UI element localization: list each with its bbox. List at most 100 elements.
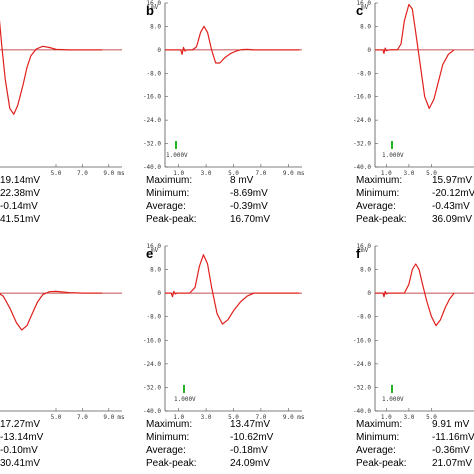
peak-peak-value-c: 36.09mV: [432, 214, 472, 225]
x-tick-label-c: 5.0: [426, 170, 437, 177]
x-tick-label-f: 1.0: [381, 414, 392, 421]
maximum-label-f: Maximum:: [356, 419, 402, 430]
waveform-trace-f: [375, 263, 455, 327]
y-tick-label-b: -8.0: [147, 70, 162, 77]
y-unit-c: mV: [361, 4, 369, 11]
minimum-value-e: -10.62mV: [230, 432, 274, 443]
average-value-a: -0.14mV: [0, 201, 38, 212]
minimum-value-b: -8.69mV: [230, 188, 268, 199]
waveform-trace-d: [0, 290, 103, 331]
maximum-label-c: Maximum:: [356, 175, 402, 186]
x-tick-label-d: 7.0: [77, 414, 88, 421]
waveform-trace-b: [165, 25, 300, 64]
average-label-f: Average:: [356, 445, 396, 456]
x-tick-label-e: 7.0: [255, 414, 266, 421]
calibration-label-c: 1.000V: [382, 152, 404, 159]
y-tick-label-e: -8.0: [147, 314, 162, 321]
y-unit-e: mV: [151, 247, 159, 254]
y-tick-label-b: 8.0: [150, 23, 161, 30]
panel-letter-f: f: [356, 246, 361, 261]
y-tick-label-c: 8.0: [360, 23, 371, 30]
average-value-f: -0.36mV: [432, 445, 470, 456]
minimum-label-f: Minimum:: [356, 432, 399, 443]
y-tick-label-f: -32.0: [353, 384, 371, 391]
y-unit-f: mV: [361, 247, 369, 254]
y-tick-label-f: -40.0: [353, 408, 371, 415]
y-tick-label-e: -40.0: [143, 408, 161, 415]
calibration-label-f: 1.000V: [382, 396, 404, 403]
x-unit-d: ms: [117, 414, 125, 421]
peak-peak-value-b: 16.70mV: [230, 214, 270, 225]
maximum-value-c: 15.97mV: [432, 175, 472, 186]
peak-peak-value-d: 30.41mV: [0, 458, 40, 469]
y-tick-label-c: -8.0: [357, 70, 372, 77]
x-tick-label-f: 3.0: [403, 414, 414, 421]
y-tick-label-b: -16.0: [143, 94, 161, 101]
x-tick-label-d: 9.0: [103, 414, 114, 421]
peak-peak-label-c: Peak-peak:: [356, 214, 407, 225]
maximum-value-b: 8 mV: [230, 175, 254, 186]
peak-peak-value-e: 24.09mV: [230, 458, 270, 469]
minimum-label-e: Minimum:: [146, 432, 189, 443]
maximum-label-e: Maximum:: [146, 419, 192, 430]
panel-letter-e: e: [146, 246, 153, 261]
y-tick-label-c: -40.0: [353, 164, 371, 171]
x-tick-label-a: 5.0: [51, 170, 62, 177]
x-tick-label-b: 5.0: [228, 170, 239, 177]
x-tick-label-e: 3.0: [201, 414, 212, 421]
x-unit-a: ms: [117, 170, 125, 177]
y-tick-label-b: -24.0: [143, 117, 161, 124]
y-tick-label-c: 16.0: [357, 0, 372, 7]
x-tick-label-a: 9.0: [103, 170, 114, 177]
x-tick-label-d: 5.0: [51, 414, 62, 421]
y-tick-label-f: 0: [367, 290, 371, 297]
x-unit-e: ms: [297, 414, 305, 421]
x-tick-label-b: 9.0: [283, 170, 294, 177]
y-tick-label-e: -16.0: [143, 337, 161, 344]
y-tick-label-f: 16.0: [357, 243, 372, 250]
minimum-value-f: -11.16mV: [432, 432, 474, 443]
x-tick-label-c: 3.0: [403, 170, 414, 177]
average-label-b: Average:: [146, 201, 186, 212]
y-tick-label-c: -24.0: [353, 117, 371, 124]
average-label-c: Average:: [356, 201, 396, 212]
x-tick-label-b: 1.0: [173, 170, 184, 177]
waveform-trace-e: [165, 254, 300, 325]
x-tick-label-a: 7.0: [77, 170, 88, 177]
y-tick-label-b: 0: [157, 47, 161, 54]
y-tick-label-c: -16.0: [353, 94, 371, 101]
waveform-trace-c: [375, 3, 455, 110]
minimum-label-c: Minimum:: [356, 188, 399, 199]
y-tick-label-b: 16.0: [147, 0, 162, 7]
waveform-trace-a: [0, 19, 103, 115]
calibration-label-b: 1.000V: [166, 152, 188, 159]
calibration-label-e: 1.000V: [174, 396, 196, 403]
y-tick-label-e: -32.0: [143, 384, 161, 391]
peak-peak-value-f: 21.07mV: [432, 458, 472, 469]
maximum-value-f: 9.91 mV: [432, 419, 470, 430]
average-value-c: -0.43mV: [432, 201, 470, 212]
x-tick-label-c: 1.0: [381, 170, 392, 177]
maximum-value-a: 19.14mV: [0, 175, 40, 186]
average-value-e: -0.18mV: [230, 445, 268, 456]
x-tick-label-e: 5.0: [228, 414, 239, 421]
average-label-e: Average:: [146, 445, 186, 456]
y-tick-label-b: -40.0: [143, 164, 161, 171]
y-unit-b: mV: [151, 4, 159, 11]
y-tick-label-e: 16.0: [147, 243, 162, 250]
y-tick-label-b: -32.0: [143, 141, 161, 148]
y-tick-label-e: -24.0: [143, 361, 161, 368]
average-value-d: -0.10mV: [0, 445, 38, 456]
y-tick-label-f: 8.0: [360, 267, 371, 274]
x-tick-label-b: 3.0: [201, 170, 212, 177]
maximum-value-d: 17.27mV: [0, 419, 40, 430]
y-tick-label-e: 0: [157, 290, 161, 297]
peak-peak-label-e: Peak-peak:: [146, 458, 197, 469]
minimum-label-b: Minimum:: [146, 188, 189, 199]
minimum-value-c: -20.12mV: [432, 188, 474, 199]
y-tick-label-e: 8.0: [150, 267, 161, 274]
panel-letter-b: b: [146, 3, 154, 18]
x-tick-label-b: 7.0: [255, 170, 266, 177]
average-value-b: -0.39mV: [230, 201, 268, 212]
